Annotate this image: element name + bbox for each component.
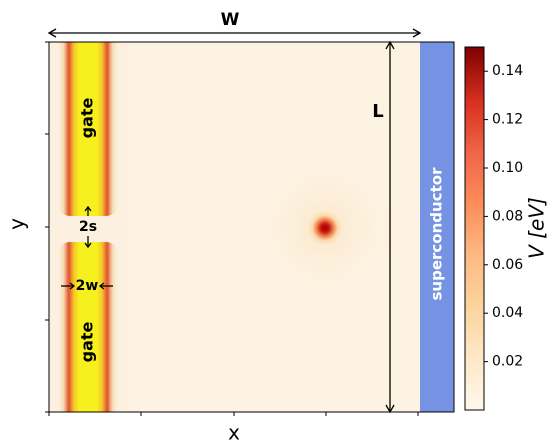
- width-label: 2w: [76, 278, 99, 294]
- axis-ticks: [45, 41, 419, 416]
- colorbar: [464, 46, 485, 411]
- superconductor-label: superconductor: [428, 167, 446, 301]
- w-dimension-arrow: [47, 28, 422, 38]
- gate-top: [56, 38, 120, 216]
- colorbar-label: V [eV]: [525, 197, 549, 259]
- colorbar-tick-label: 0.02: [492, 354, 523, 370]
- gap-arrows: [84, 205, 92, 249]
- colorbar-tick-label: 0.10: [492, 160, 523, 176]
- y-axis-label: y: [5, 218, 29, 230]
- gate-bottom-label: gate: [78, 321, 97, 362]
- l-dimension-arrow: [385, 40, 395, 414]
- colorbar-tick-label: 0.08: [492, 208, 523, 224]
- colorbar-tick-label: 0.06: [492, 257, 523, 273]
- x-axis-label: x: [228, 421, 240, 444]
- colorbar-tick-label: 0.14: [492, 63, 523, 79]
- colorbar-tick-label: 0.12: [492, 112, 523, 128]
- gap-label: 2s: [79, 219, 97, 235]
- width-arrows: [61, 282, 113, 290]
- l-label: L: [372, 101, 383, 122]
- colorbar-ticks: 0.02 0.04 0.06 0.08 0.10 0.12 0.14: [484, 63, 523, 370]
- superconductor-region: [420, 42, 454, 412]
- gate-top-label: gate: [78, 97, 97, 138]
- quantum-dot: [305, 208, 345, 248]
- w-label: W: [221, 10, 240, 30]
- colorbar-tick-label: 0.04: [492, 305, 523, 321]
